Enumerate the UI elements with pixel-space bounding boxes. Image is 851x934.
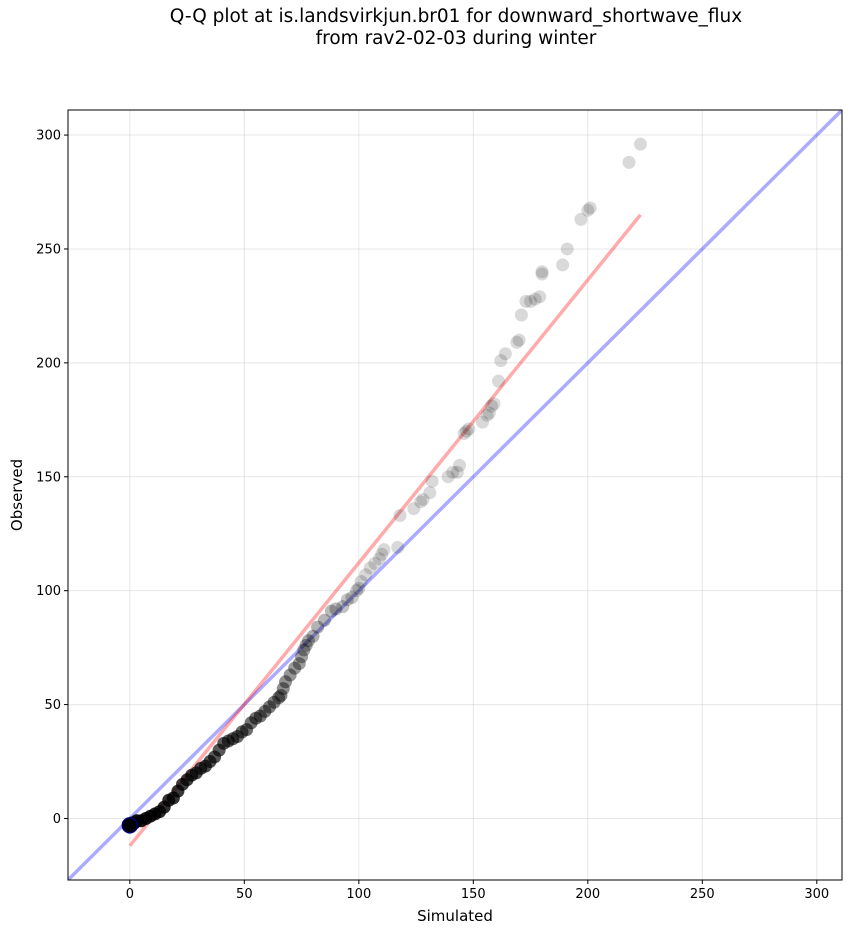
x-tick-label: 100: [346, 887, 371, 902]
qq-point: [425, 474, 439, 488]
y-axis-label: Observed: [8, 459, 26, 531]
y-tick-label: 100: [36, 584, 61, 599]
qq-point: [274, 688, 288, 702]
qq-point: [510, 335, 524, 349]
qq-point: [462, 422, 476, 436]
data-points: [121, 137, 647, 834]
qq-point: [283, 668, 297, 682]
qq-point: [377, 543, 391, 557]
qq-point: [372, 552, 386, 566]
qq-point: [317, 613, 331, 627]
y-tick-label: 0: [53, 812, 61, 827]
qq-point: [560, 242, 574, 256]
qq-point: [272, 691, 286, 705]
qq-point: [352, 581, 366, 595]
qq-point: [533, 290, 547, 304]
y-tick-label: 50: [44, 698, 61, 713]
qq-point: [457, 426, 471, 440]
qq-point: [512, 333, 526, 347]
qq-point: [267, 695, 281, 709]
x-tick-label: 200: [575, 887, 600, 902]
qq-point: [301, 634, 315, 648]
y-tick-label: 250: [36, 242, 61, 257]
qq-point: [450, 465, 464, 479]
qq-point: [482, 406, 496, 420]
qq-point: [288, 661, 302, 675]
qq-point: [276, 682, 290, 696]
qq-point: [485, 399, 499, 413]
qq-point: [535, 267, 549, 281]
axis-ticks: 0 0 50 50 100 100 150 150 200 200 250 250 300 300: [36, 129, 829, 902]
qq-point: [407, 502, 421, 516]
qq-point: [498, 347, 512, 361]
qq-point: [363, 561, 377, 575]
y-tick-label: 200: [36, 356, 61, 371]
y-tick-label: 150: [36, 470, 61, 485]
qq-point: [622, 155, 636, 169]
qq-point: [416, 493, 430, 507]
chart-title: Q-Q plot at is.landsvirkjun.br01 for dow…: [0, 6, 851, 50]
qq-point: [297, 643, 311, 657]
qq-point: [480, 408, 494, 422]
qq-point: [441, 470, 455, 484]
plot-frame: [67, 109, 843, 881]
x-tick-label: 150: [461, 887, 486, 902]
qq-point: [492, 374, 506, 388]
qq-point: [329, 602, 343, 616]
lines: [68, 110, 842, 880]
qq-point: [524, 294, 538, 308]
y-tick-label: 300: [36, 129, 61, 144]
qq-point: [556, 258, 570, 272]
qq-point: [391, 540, 405, 554]
x-tick-label: 250: [690, 887, 715, 902]
regression-fit-line: [128, 213, 642, 847]
qq-point: [258, 704, 272, 718]
qq-point: [311, 620, 325, 634]
qq-point: [306, 629, 320, 643]
qq-point: [574, 212, 588, 226]
qq-point: [528, 292, 542, 306]
chart-title-line-2: from rav2-02-03 during winter: [315, 28, 597, 49]
qq-point: [292, 657, 306, 671]
qq-point: [336, 600, 350, 614]
qq-point: [393, 509, 407, 523]
qq-point: [519, 294, 533, 308]
one-to-one-reference-line: [68, 110, 842, 880]
qq-point: [446, 465, 460, 479]
qq-point: [299, 638, 313, 652]
qq-point: [633, 137, 647, 151]
x-tick-label: 0: [126, 887, 134, 902]
qq-point: [359, 568, 373, 582]
qq-point: [375, 547, 389, 561]
qq-point: [340, 593, 354, 607]
grid: [68, 110, 842, 880]
qq-point: [423, 486, 437, 500]
qq-point: [514, 308, 528, 322]
qq-point: [414, 495, 428, 509]
qq-point: [121, 817, 139, 834]
qq-point: [487, 397, 501, 411]
qq-point: [453, 458, 467, 472]
qq-point: [263, 700, 277, 714]
qq-point: [583, 201, 597, 215]
qq-point: [345, 591, 359, 605]
x-tick-label: 300: [804, 887, 829, 902]
qq-point: [475, 415, 489, 429]
x-axis-label: Simulated: [417, 907, 493, 925]
qq-point: [368, 556, 382, 570]
qq-point: [279, 675, 293, 689]
qq-point: [350, 584, 364, 598]
qq-point: [581, 203, 595, 217]
qq-point: [354, 575, 368, 589]
qq-point: [459, 424, 473, 438]
qq-point: [295, 650, 309, 664]
qq-point: [324, 604, 338, 618]
qq-point: [535, 265, 549, 279]
chart-title-line-1: Q-Q plot at is.landsvirkjun.br01 for dow…: [169, 6, 743, 27]
qq-point: [494, 354, 508, 368]
x-tick-label: 50: [236, 887, 253, 902]
